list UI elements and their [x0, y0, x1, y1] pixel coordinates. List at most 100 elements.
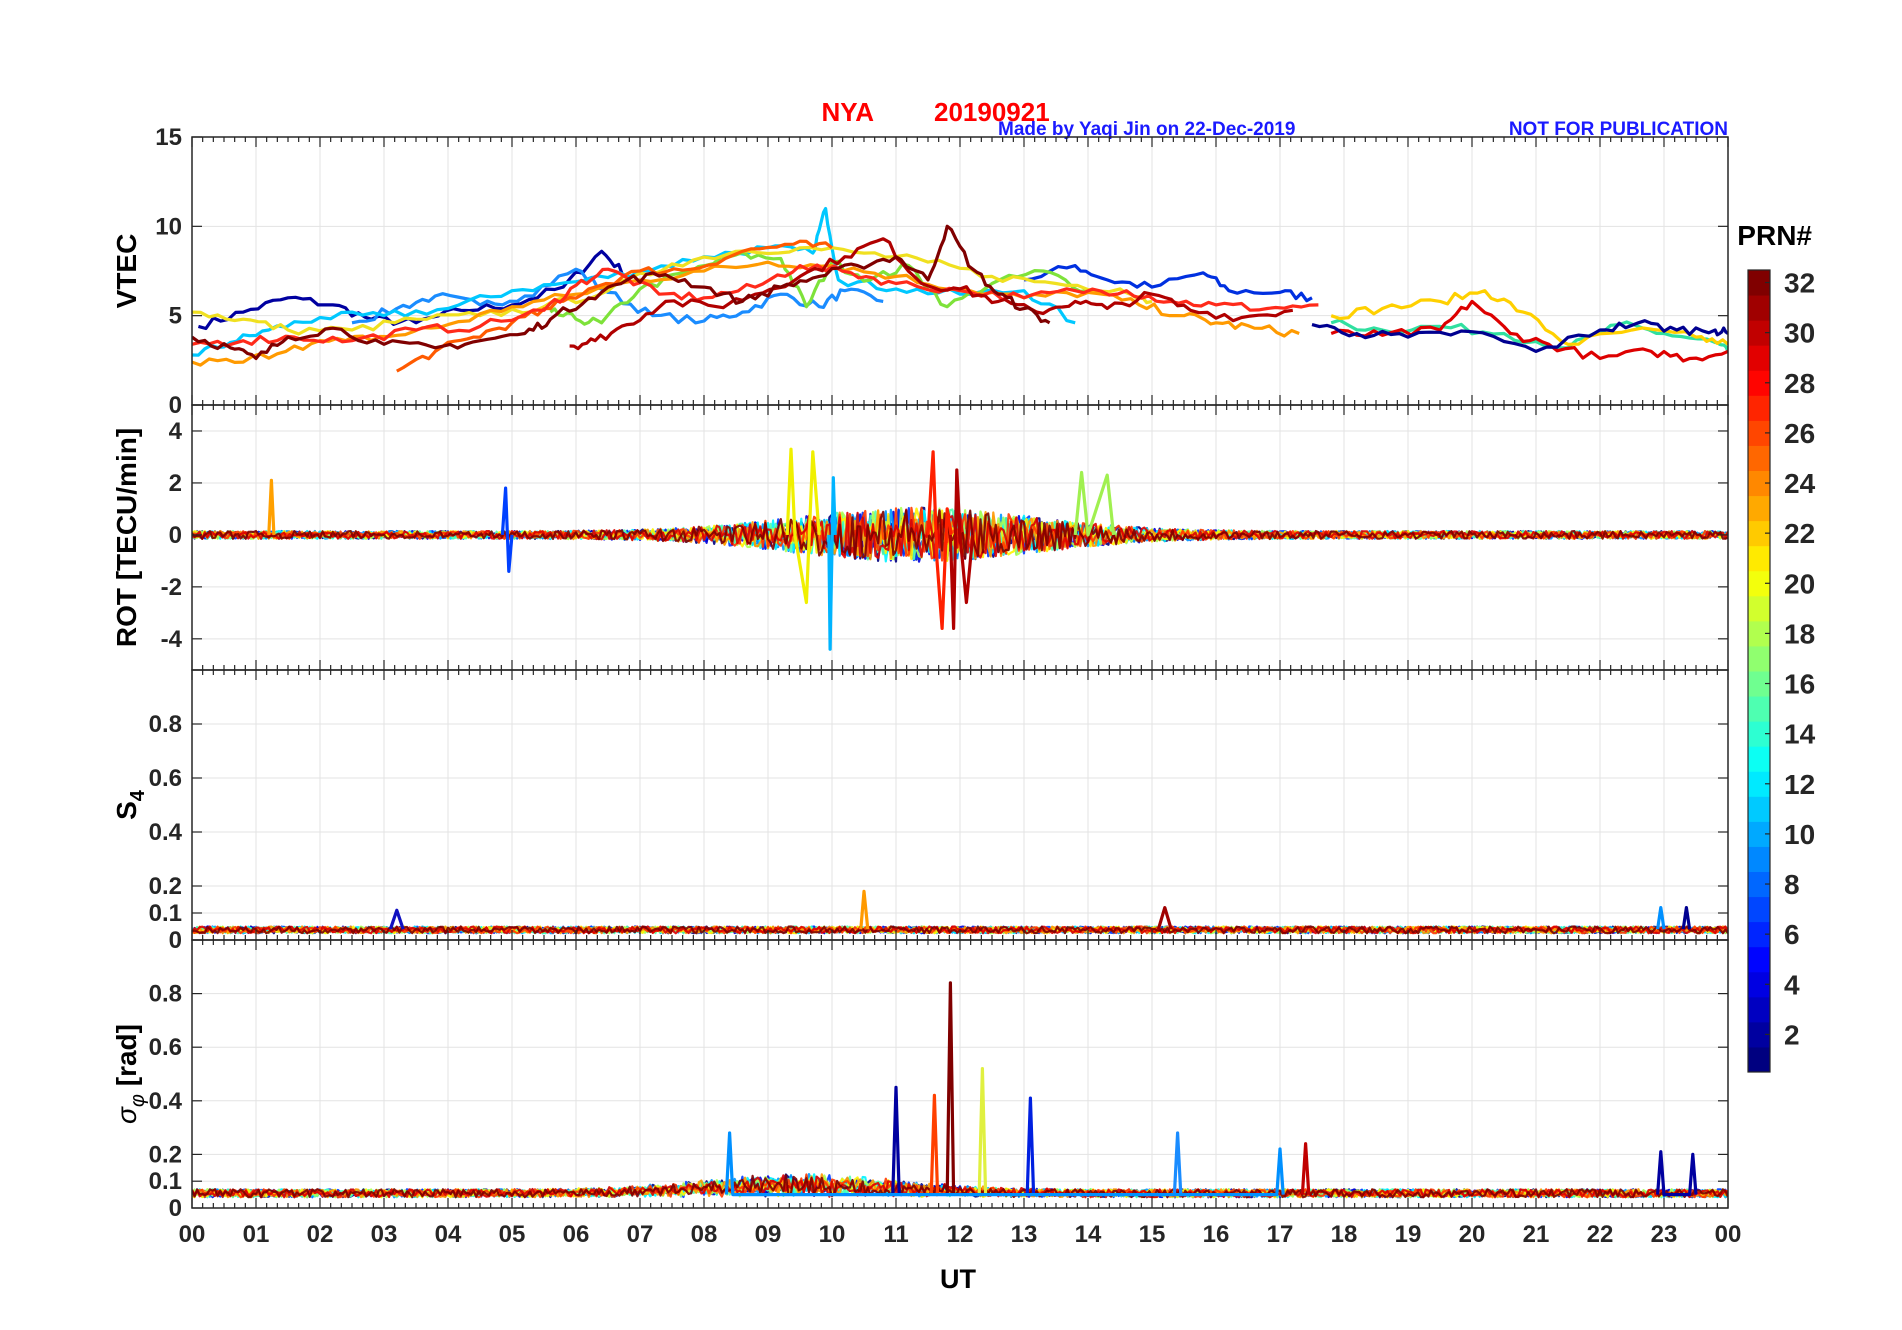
colorbar-tick-label: 8 — [1784, 869, 1800, 900]
series-prn-28-spikes — [926, 450, 953, 630]
colorbar-segment — [1748, 921, 1770, 948]
colorbar-tick-label: 28 — [1784, 368, 1815, 399]
s4-ytick-label: 0.4 — [149, 819, 183, 846]
x-tick-label: 18 — [1331, 1221, 1358, 1248]
colorbar-segment — [1748, 846, 1770, 872]
colorbar-segment — [1748, 645, 1770, 672]
colorbar-segment — [1748, 545, 1770, 572]
sigma-ytick-label: 0.8 — [149, 981, 182, 1008]
title-date: 20190921 — [934, 97, 1050, 127]
vtec-ytick-label: 15 — [155, 124, 182, 151]
s4-ytick-label: 0.6 — [149, 765, 182, 792]
rot-ytick-label: 0 — [169, 522, 182, 549]
x-tick-label: 01 — [243, 1221, 270, 1248]
colorbar-segment — [1748, 821, 1770, 847]
rot-ytick-label: 2 — [169, 470, 182, 497]
x-tick-label: 05 — [499, 1221, 526, 1248]
x-tick-label: 04 — [435, 1221, 462, 1248]
x-tick-label: 13 — [1011, 1221, 1038, 1248]
colorbar-tick-label: 12 — [1784, 769, 1815, 800]
x-tick-label: 03 — [371, 1221, 398, 1248]
s4-ytick-label: 0.2 — [149, 873, 182, 900]
x-tick-label: 20 — [1459, 1221, 1486, 1248]
series-prn-23 — [192, 260, 1300, 367]
s4-ytick-label: 0 — [169, 927, 182, 954]
series-prn-10-spike — [1656, 906, 1666, 930]
colorbar-tick-label: 22 — [1784, 518, 1815, 549]
s4-ytick-label: 0.8 — [149, 711, 182, 738]
x-tick-label: 15 — [1139, 1221, 1166, 1248]
s4-ytick-label: 0.1 — [149, 900, 182, 927]
colorbar-segment — [1748, 620, 1770, 647]
sigma-ytick-label: 0.1 — [149, 1168, 182, 1195]
colorbar-segment — [1748, 470, 1770, 497]
series-prn-24-spike — [859, 889, 870, 930]
sigma-x-ticks — [191, 940, 1729, 1208]
colorbar-tick-label: 30 — [1784, 318, 1815, 349]
panel-sigma: 00.10.2 0.4 0.6 0.8σφ [rad] 00 01 02 03 04 05 06 07… — [111, 939, 1741, 1248]
sigma-ytick-label: 0.2 — [149, 1141, 182, 1168]
colorbar-segment — [1748, 320, 1770, 346]
series-prn-21 — [1330, 289, 1728, 346]
colorbar-segment — [1748, 395, 1770, 421]
colorbar-segment — [1748, 996, 1770, 1023]
series-prn-30-spike — [1156, 906, 1173, 930]
rot-ytick-label: -4 — [161, 626, 183, 653]
vtec-ytick-label: 5 — [169, 303, 182, 330]
rot-y-label: ROT [TECU/min] — [111, 428, 142, 647]
series-prn-8-spike — [1172, 1131, 1183, 1195]
colorbar-tick-label: 20 — [1784, 568, 1815, 599]
rot-ytick-label: 4 — [169, 418, 183, 445]
series-prn-31-spikes — [948, 468, 975, 630]
vtec-series — [192, 206, 1728, 373]
colorbar-segment — [1748, 746, 1770, 772]
colorbar-tick-label: 18 — [1784, 618, 1815, 649]
title-station: NYA — [821, 97, 874, 127]
publication-notice: NOT FOR PUBLICATION — [1509, 119, 1728, 140]
series-prn-2-spike — [1681, 906, 1692, 930]
series-prn-5 — [1023, 264, 1313, 303]
series-prn-2-late-spikes — [1656, 1150, 1698, 1197]
colorbar-segment — [1748, 771, 1770, 797]
sigma-ytick-label: 0.4 — [149, 1088, 183, 1115]
colorbar-label: PRN# — [1737, 220, 1812, 251]
sigma-ytick-label: 0.6 — [149, 1034, 182, 1061]
x-tick-label: 02 — [307, 1221, 334, 1248]
rot-x-ticks — [191, 405, 1729, 670]
series-prn-32 — [192, 224, 1051, 361]
colorbar-segment — [1748, 871, 1770, 898]
x-tick-label: 12 — [947, 1221, 974, 1248]
series-prn-30-spike — [1300, 1142, 1311, 1195]
x-tick-label: 16 — [1203, 1221, 1230, 1248]
series-prn-16-spikes — [1073, 470, 1116, 537]
colorbar-tick-label: 16 — [1784, 669, 1815, 700]
colorbar-segment — [1748, 1046, 1770, 1073]
x-tick-label: 19 — [1395, 1221, 1422, 1248]
colorbar-tick-label: 32 — [1784, 268, 1815, 299]
vtec-ytick-label: 10 — [155, 213, 182, 240]
series-prn-9 — [351, 267, 884, 325]
colorbar-segment — [1748, 570, 1770, 597]
colorbar-tick-label: 24 — [1784, 468, 1816, 499]
colorbar-segment — [1748, 520, 1770, 547]
credit-text: Made by Yaqi Jin on 22-Dec-2019 — [998, 119, 1295, 140]
series-prn-28-spike — [929, 1093, 940, 1195]
colorbar-segment — [1748, 370, 1770, 396]
x-tick-label: 09 — [755, 1221, 782, 1248]
series-prn-30 — [569, 237, 1294, 351]
x-tick-label: 23 — [1651, 1221, 1678, 1248]
series-prn-25 — [396, 239, 833, 373]
series-prn-19-spikes — [785, 447, 821, 605]
colorbar-segment — [1748, 345, 1770, 371]
panel-rot: -4 -2 0 2 4 ROT [TECU/min] — [111, 404, 1729, 671]
s4-x-ticks — [191, 670, 1729, 940]
rot-series — [267, 447, 1116, 651]
series-prn-4-spike — [1025, 1096, 1036, 1195]
series-prn-32-spike — [945, 981, 956, 1195]
series-prn-2-spike — [891, 1085, 901, 1195]
colorbar-segment — [1748, 796, 1770, 822]
sigma-series — [724, 981, 1698, 1197]
series-prn-18-spike — [977, 1067, 988, 1195]
